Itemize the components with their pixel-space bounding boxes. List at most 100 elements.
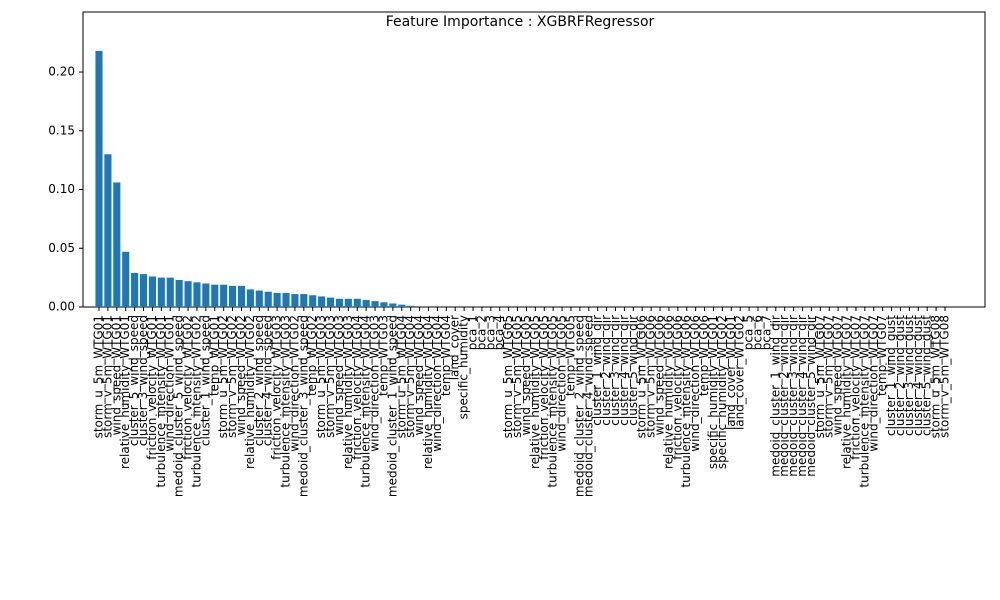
bar <box>229 285 237 307</box>
x-tick-label: pca_1 <box>466 315 480 350</box>
x-tick-label: relative_humidity_WTG02 <box>243 315 257 469</box>
x-tick-label: relative_humidity_WTG06 <box>661 315 675 469</box>
x-tick-label: storm_v_5m_WTG04 <box>403 315 417 438</box>
x-tick-label: wind_speed_WTG05 <box>519 315 533 435</box>
x-tick-label: wind_direction_WTG04 <box>430 315 444 452</box>
x-tick-label: cluster_3_wind_speed <box>136 315 150 446</box>
x-tick-label: friction_velocity_WTG07 <box>848 315 862 460</box>
x-tick-label: medoid_cluster_3_wind_speed <box>296 315 310 497</box>
bar <box>220 284 228 307</box>
x-tick-label: specific_humidity <box>457 315 471 419</box>
bar <box>291 294 299 307</box>
bar <box>211 284 219 307</box>
x-tick-label: storm_v_5m_WTG08 <box>938 315 952 438</box>
y-tick-label: 0.20 <box>48 65 75 79</box>
bar <box>175 279 183 307</box>
bar <box>273 292 281 307</box>
x-tick-label: medoid_cluster_2_wind_speed <box>572 315 586 497</box>
x-tick-label: wind_direction_WTG02 <box>287 315 301 452</box>
x-tick-label: storm_u_5m_WTG06 <box>635 315 649 438</box>
bar <box>353 298 361 307</box>
x-tick-label: temp_WTG04 <box>439 315 453 396</box>
x-tick-label: storm_v_5m_WTG03 <box>323 315 337 438</box>
x-tick-label: medoid_cluster_4_wind_speed <box>581 315 595 497</box>
x-tick-label: cluster_4_wind_dir <box>617 315 631 426</box>
x-tick-label: relative_humidity_WTG03 <box>341 315 355 469</box>
x-tick-label: turbulence_intensity_WTG01 <box>154 315 168 488</box>
bar <box>300 294 308 307</box>
x-tick-label: relative_humidity_WTG01 <box>118 315 132 469</box>
x-tick-label: friction_velocity_WTG05 <box>537 315 551 460</box>
x-tick-label: storm_v_5m_WTG01 <box>100 315 114 438</box>
x-tick-label: cluster_3_wind_dir <box>608 315 622 426</box>
bar <box>318 296 326 307</box>
x-tick-label: turbulence_intensity_WTG06 <box>679 315 693 488</box>
x-tick-label: pca_6 <box>750 315 764 350</box>
x-tick-label: wind_direction_WTG07 <box>866 315 880 452</box>
y-tick-label: 0.15 <box>48 123 75 137</box>
x-tick-label: friction_velocity_WTG03 <box>270 315 284 460</box>
x-tick-label: medoid_cluster_2_wind_dir <box>777 315 791 477</box>
x-tick-label: wind_speed_WTG07 <box>831 315 845 435</box>
x-tick-label: storm_v_5m_WTG02 <box>225 315 239 438</box>
bar <box>362 299 370 307</box>
bar <box>166 277 174 307</box>
x-tick-label: cluster_2_wind_speed <box>252 315 266 446</box>
x-tick-label: medoid_cluster_5_wind_dir <box>804 315 818 477</box>
x-tick-label: turbulence_intensity_WTG07 <box>857 315 871 488</box>
x-tick-label: temp_WTG07 <box>875 315 889 396</box>
x-tick-label: medoid_cluster_1_wind_speed <box>385 315 399 497</box>
x-tick-label: medoid_cluster_1_wind_dir <box>768 315 782 477</box>
bar <box>157 277 165 307</box>
x-tick-label: storm_u_5m_WTG04 <box>394 315 408 438</box>
x-tick-label: storm_v_5m_WTG06 <box>644 315 658 438</box>
x-tick-label: relative_humidity_WTG05 <box>528 315 542 469</box>
x-tick-label: storm_u_5m_WTG05 <box>501 315 515 438</box>
x-tick-label: relative_humidity_WTG04 <box>421 315 435 469</box>
x-tick-label: medoid_cluster_5_wind_speed <box>172 315 186 497</box>
bar <box>95 50 103 307</box>
bar <box>326 297 335 307</box>
bar <box>193 282 201 307</box>
bar <box>371 301 379 307</box>
x-tick-label: storm_u_5m_WTG08 <box>929 315 943 438</box>
bar <box>380 302 388 307</box>
x-tick-label: cluster_1_wind_gust <box>884 315 898 436</box>
x-tick-label: wind_direction_WTG01 <box>163 315 177 452</box>
x-tick-label: land_cover_WTG01 <box>724 315 738 430</box>
bar <box>139 274 148 307</box>
bar <box>407 305 415 307</box>
x-tick-label: medoid_cluster_4_wind_dir <box>795 315 809 477</box>
x-tick-label: wind_direction_WTG05 <box>555 315 569 452</box>
bar <box>202 283 210 307</box>
bar <box>122 251 130 307</box>
x-tick-label: wind_speed_WTG03 <box>332 315 346 435</box>
y-tick-label: 0.10 <box>48 182 75 196</box>
bar <box>246 289 254 307</box>
x-tick-label: cluster_2_wind_gust <box>893 315 907 436</box>
x-tick-label: cluster_5_wind_gust <box>920 315 934 436</box>
bar <box>309 295 317 307</box>
x-tick-label: wind_direction_WTG03 <box>368 315 382 452</box>
x-tick-label: cluster_1_wind_dir <box>590 315 604 426</box>
bar <box>237 285 246 307</box>
bar <box>389 303 397 307</box>
x-tick-label: cluster_5_wind_dir <box>626 315 640 426</box>
x-tick-label: wind_speed_WTG04 <box>412 315 426 435</box>
y-tick-label: 0.05 <box>48 241 75 255</box>
x-tick-label: friction_velocity_WTG06 <box>670 315 684 460</box>
x-tick-label: specific_humidity_WTG02 <box>715 315 729 469</box>
x-tick-label: storm_u_5m_WTG01 <box>92 315 106 438</box>
x-tick-label: temp_WTG01 <box>207 315 221 396</box>
x-tick-label: land_cover_WTG02 <box>733 315 747 430</box>
x-tick-label: wind_speed_WTG01 <box>109 315 123 435</box>
x-tick-label: temp_WTG03 <box>376 315 390 396</box>
x-tick-label: medoid_cluster_3_wind_dir <box>786 315 800 477</box>
x-tick-label: storm_v_5m_WTG07 <box>822 315 836 438</box>
x-tick-label: cluster_4_wind_gust <box>911 315 925 436</box>
chart-title: Feature Importance : XGBRFRegressor <box>386 14 655 30</box>
x-tick-label: pca_7 <box>759 315 773 350</box>
bar <box>264 291 272 307</box>
x-tick-label: storm_u_5m_WTG03 <box>314 315 328 438</box>
x-tick-label: cluster_5_wind_speed <box>127 315 141 446</box>
